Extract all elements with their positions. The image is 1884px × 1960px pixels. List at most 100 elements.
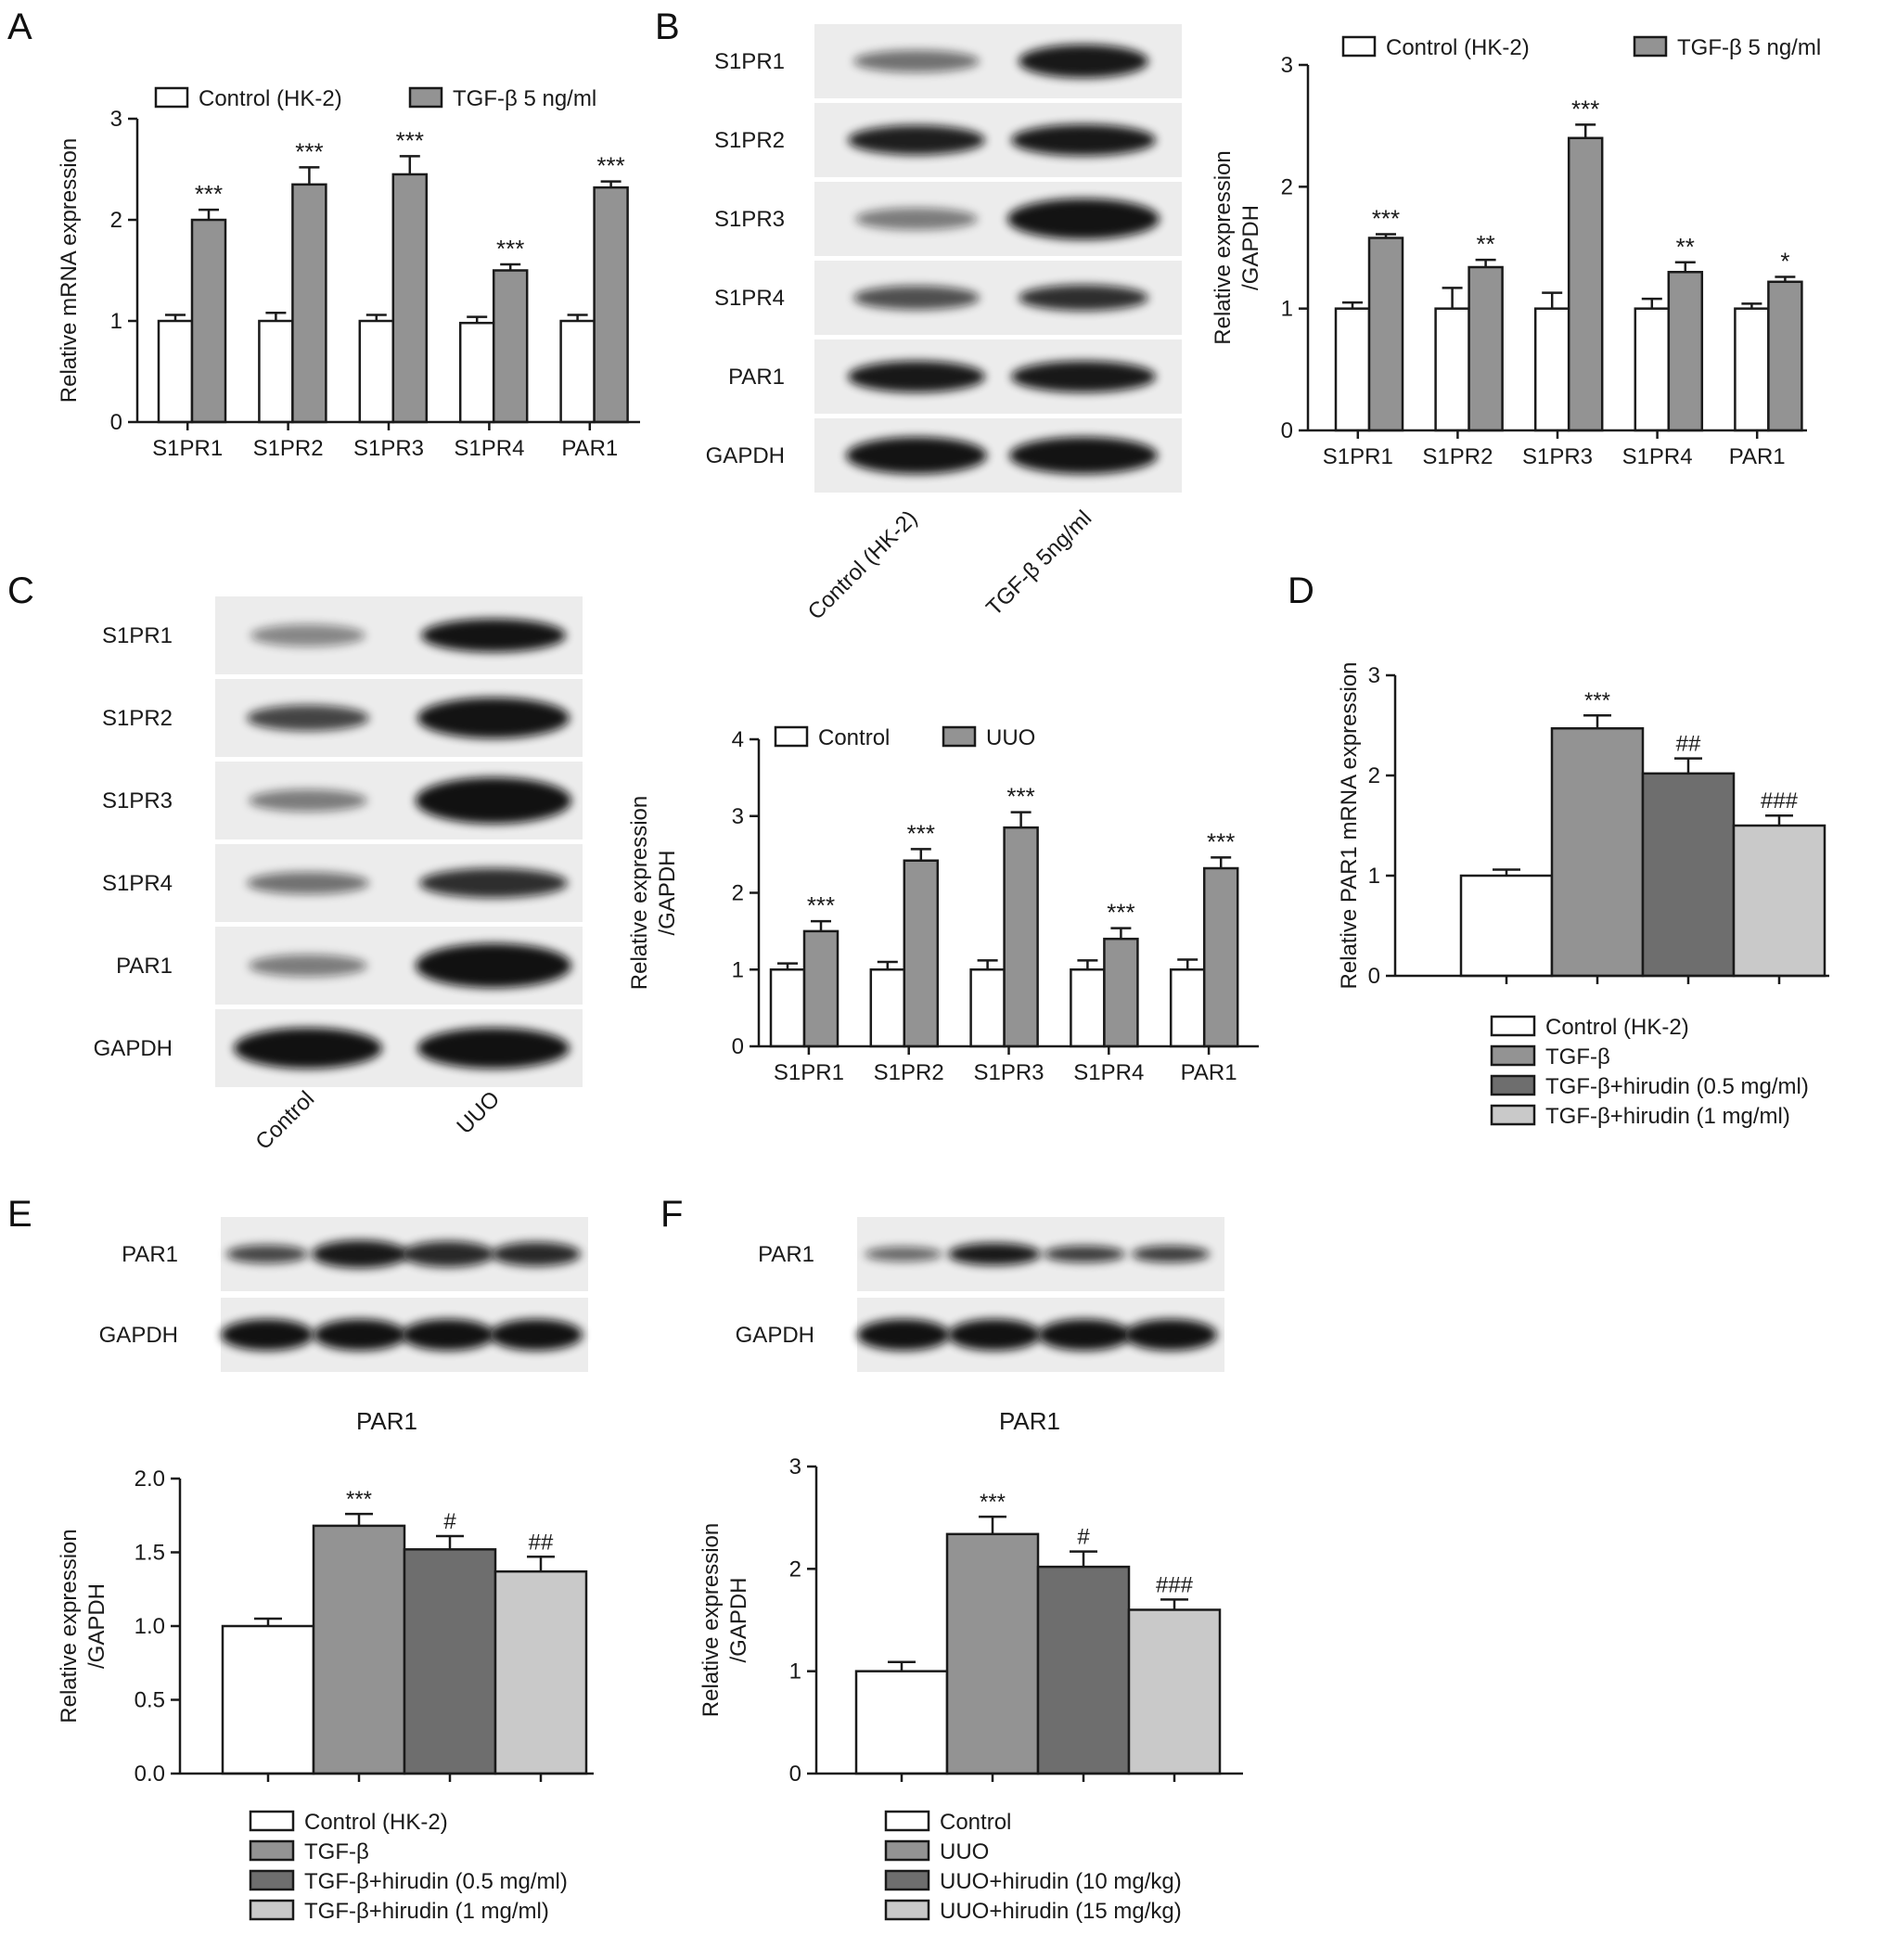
y-axis-label: /GAPDH bbox=[655, 850, 680, 935]
blot-band-gapdh bbox=[234, 1028, 382, 1069]
bar-s1pr4-control bbox=[1070, 968, 1106, 1048]
blot-band-par1 bbox=[1044, 1246, 1125, 1262]
blot-band-s1pr4 bbox=[1019, 285, 1148, 311]
bar-s1pr1-treated bbox=[1367, 237, 1404, 432]
blot-band-s1pr3 bbox=[416, 777, 571, 824]
significance-mark-s1pr3: *** bbox=[1571, 95, 1599, 122]
bar-tgf bbox=[312, 1524, 406, 1775]
legend-label-tgf: TGF-β bbox=[1545, 1044, 1610, 1070]
blot-band-par1 bbox=[492, 1242, 581, 1266]
significance-mark-tgf-hirudin-1-mg-ml: ## bbox=[529, 1530, 554, 1555]
significance-mark-s1pr2: *** bbox=[295, 137, 323, 165]
significance-mark-s1pr2: *** bbox=[907, 819, 935, 847]
y-tick-label: 3 bbox=[732, 804, 744, 829]
legend-swatch-tgf bbox=[1490, 1044, 1536, 1067]
blot-band-par1 bbox=[416, 943, 571, 988]
bar-s1pr4-treated bbox=[1667, 271, 1704, 432]
bar-s1pr2-control bbox=[258, 319, 294, 424]
blot-band-par1 bbox=[1011, 361, 1156, 392]
y-tick-label: 3 bbox=[1281, 53, 1293, 78]
bar-control-hk-2 bbox=[221, 1624, 315, 1775]
significance-mark-tgf: *** bbox=[346, 1487, 372, 1512]
blot-band-s1pr4 bbox=[853, 286, 980, 310]
blot-band-gapdh bbox=[490, 1319, 583, 1351]
y-tick-label: 0 bbox=[789, 1761, 801, 1787]
blot-lane-label-tgf-5ng-ml: TGF-β 5ng/ml bbox=[981, 506, 1096, 621]
x-tick-label-s1pr4: S1PR4 bbox=[454, 436, 524, 461]
blot-band-gapdh bbox=[948, 1319, 1041, 1351]
bar-s1pr3-treated bbox=[391, 173, 429, 424]
blot-row-label-s1pr3: S1PR3 bbox=[714, 207, 785, 232]
legend-label-treated: TGF-β 5 ng/ml bbox=[453, 86, 596, 111]
legend-swatch-uuo bbox=[884, 1839, 930, 1862]
blot-band-gapdh bbox=[417, 1028, 570, 1069]
bar-s1pr1-control bbox=[769, 968, 806, 1048]
significance-mark-uuo: *** bbox=[980, 1490, 1006, 1515]
western-blot-f: PAR1 GAPDH bbox=[736, 1217, 1224, 1372]
bar-s1pr2-control bbox=[1434, 307, 1470, 432]
legend-swatch-uuo-hirudin-10-mg-kg bbox=[884, 1869, 930, 1891]
legend-swatch-control bbox=[1341, 35, 1377, 58]
bar-uuo-hirudin-15-mg-kg bbox=[1127, 1608, 1222, 1775]
bar-tgf-hirudin-1-mg-ml bbox=[493, 1569, 588, 1775]
bar-chart-c: *** S1PR1 *** S1PR2 *** S1PR3 *** S1PR4 *** PAR1 0… bbox=[627, 725, 1259, 1085]
x-tick-label-s1pr3: S1PR3 bbox=[353, 436, 424, 461]
panel-letter-f: F bbox=[660, 1194, 683, 1235]
bar-par1-treated bbox=[1767, 280, 1803, 432]
y-tick-label: 4 bbox=[732, 727, 744, 752]
legend-label-control-hk-2: Control (HK-2) bbox=[1545, 1015, 1689, 1040]
y-tick-label: 1.0 bbox=[135, 1614, 165, 1639]
y-tick-label: 3 bbox=[789, 1454, 801, 1480]
significance-mark-s1pr4: ** bbox=[1676, 233, 1695, 261]
bar-par1-treated bbox=[593, 186, 629, 424]
blot-row-label-gapdh: GAPDH bbox=[94, 1036, 173, 1061]
x-tick-label-s1pr1: S1PR1 bbox=[774, 1060, 844, 1085]
legend-label-tgf-hirudin-1-mg-ml: TGF-β+hirudin (1 mg/ml) bbox=[304, 1899, 549, 1924]
blot-band-gapdh bbox=[1124, 1319, 1217, 1351]
panel-letter-e: E bbox=[7, 1194, 32, 1235]
x-tick-label-s1pr1: S1PR1 bbox=[1323, 444, 1393, 469]
legend-label-uuo-hirudin-15-mg-kg: UUO+hirudin (15 mg/kg) bbox=[940, 1899, 1182, 1924]
y-tick-label: 3 bbox=[1368, 663, 1380, 688]
blot-band-s1pr2 bbox=[417, 698, 570, 738]
blot-row-label-s1pr3: S1PR3 bbox=[102, 788, 173, 813]
significance-mark-s1pr1: *** bbox=[195, 180, 223, 208]
y-tick-label: 2 bbox=[1281, 174, 1293, 199]
significance-mark-s1pr4: *** bbox=[1107, 899, 1134, 927]
legend-label-tgf-hirudin-0-5-mg-ml: TGF-β+hirudin (0.5 mg/ml) bbox=[1545, 1074, 1809, 1099]
blot-band-gapdh bbox=[1009, 437, 1158, 474]
y-tick-label: 0.5 bbox=[135, 1688, 165, 1713]
blot-row-label-par1: PAR1 bbox=[122, 1242, 178, 1267]
significance-mark-s1pr1: *** bbox=[1372, 205, 1400, 233]
legend-label-control-hk-2: Control (HK-2) bbox=[304, 1810, 448, 1835]
legend-label-control: Control (HK-2) bbox=[199, 86, 342, 111]
blot-band-gapdh bbox=[314, 1319, 406, 1351]
y-tick-label: 1 bbox=[110, 309, 122, 334]
legend-label-uuo: UUO bbox=[940, 1839, 989, 1864]
legend-swatch-tgf-hirudin-1-mg-ml bbox=[249, 1899, 295, 1921]
bar-par1-treated bbox=[1202, 866, 1239, 1048]
panel-letter-a: A bbox=[7, 6, 32, 47]
bar-s1pr1-treated bbox=[190, 218, 227, 424]
x-tick-label-s1pr3: S1PR3 bbox=[1522, 444, 1593, 469]
blot-lane-label-uuo: UUO bbox=[452, 1086, 505, 1139]
western-blot-e: PAR1 GAPDH bbox=[99, 1217, 588, 1372]
legend-label-tgf-hirudin-0-5-mg-ml: TGF-β+hirudin (0.5 mg/ml) bbox=[304, 1869, 568, 1894]
bar-par1-control bbox=[1169, 968, 1206, 1048]
x-tick-label-par1: PAR1 bbox=[1181, 1060, 1237, 1085]
bar-tgf-hirudin-0-5-mg-ml bbox=[1641, 772, 1736, 978]
y-axis-label: Relative expression bbox=[627, 796, 652, 990]
y-axis-label: Relative expression bbox=[57, 1529, 82, 1723]
bar-uuo bbox=[945, 1532, 1040, 1775]
blot-row-label-s1pr1: S1PR1 bbox=[714, 49, 785, 74]
blot-band-s1pr3 bbox=[249, 789, 367, 812]
bar-par1-control bbox=[559, 319, 596, 424]
blot-band-s1pr3 bbox=[1007, 199, 1160, 239]
bar-tgf-hirudin-0-5-mg-ml bbox=[403, 1548, 497, 1775]
blot-band-gapdh bbox=[221, 1319, 314, 1351]
blot-row-label-par1: PAR1 bbox=[116, 954, 173, 979]
